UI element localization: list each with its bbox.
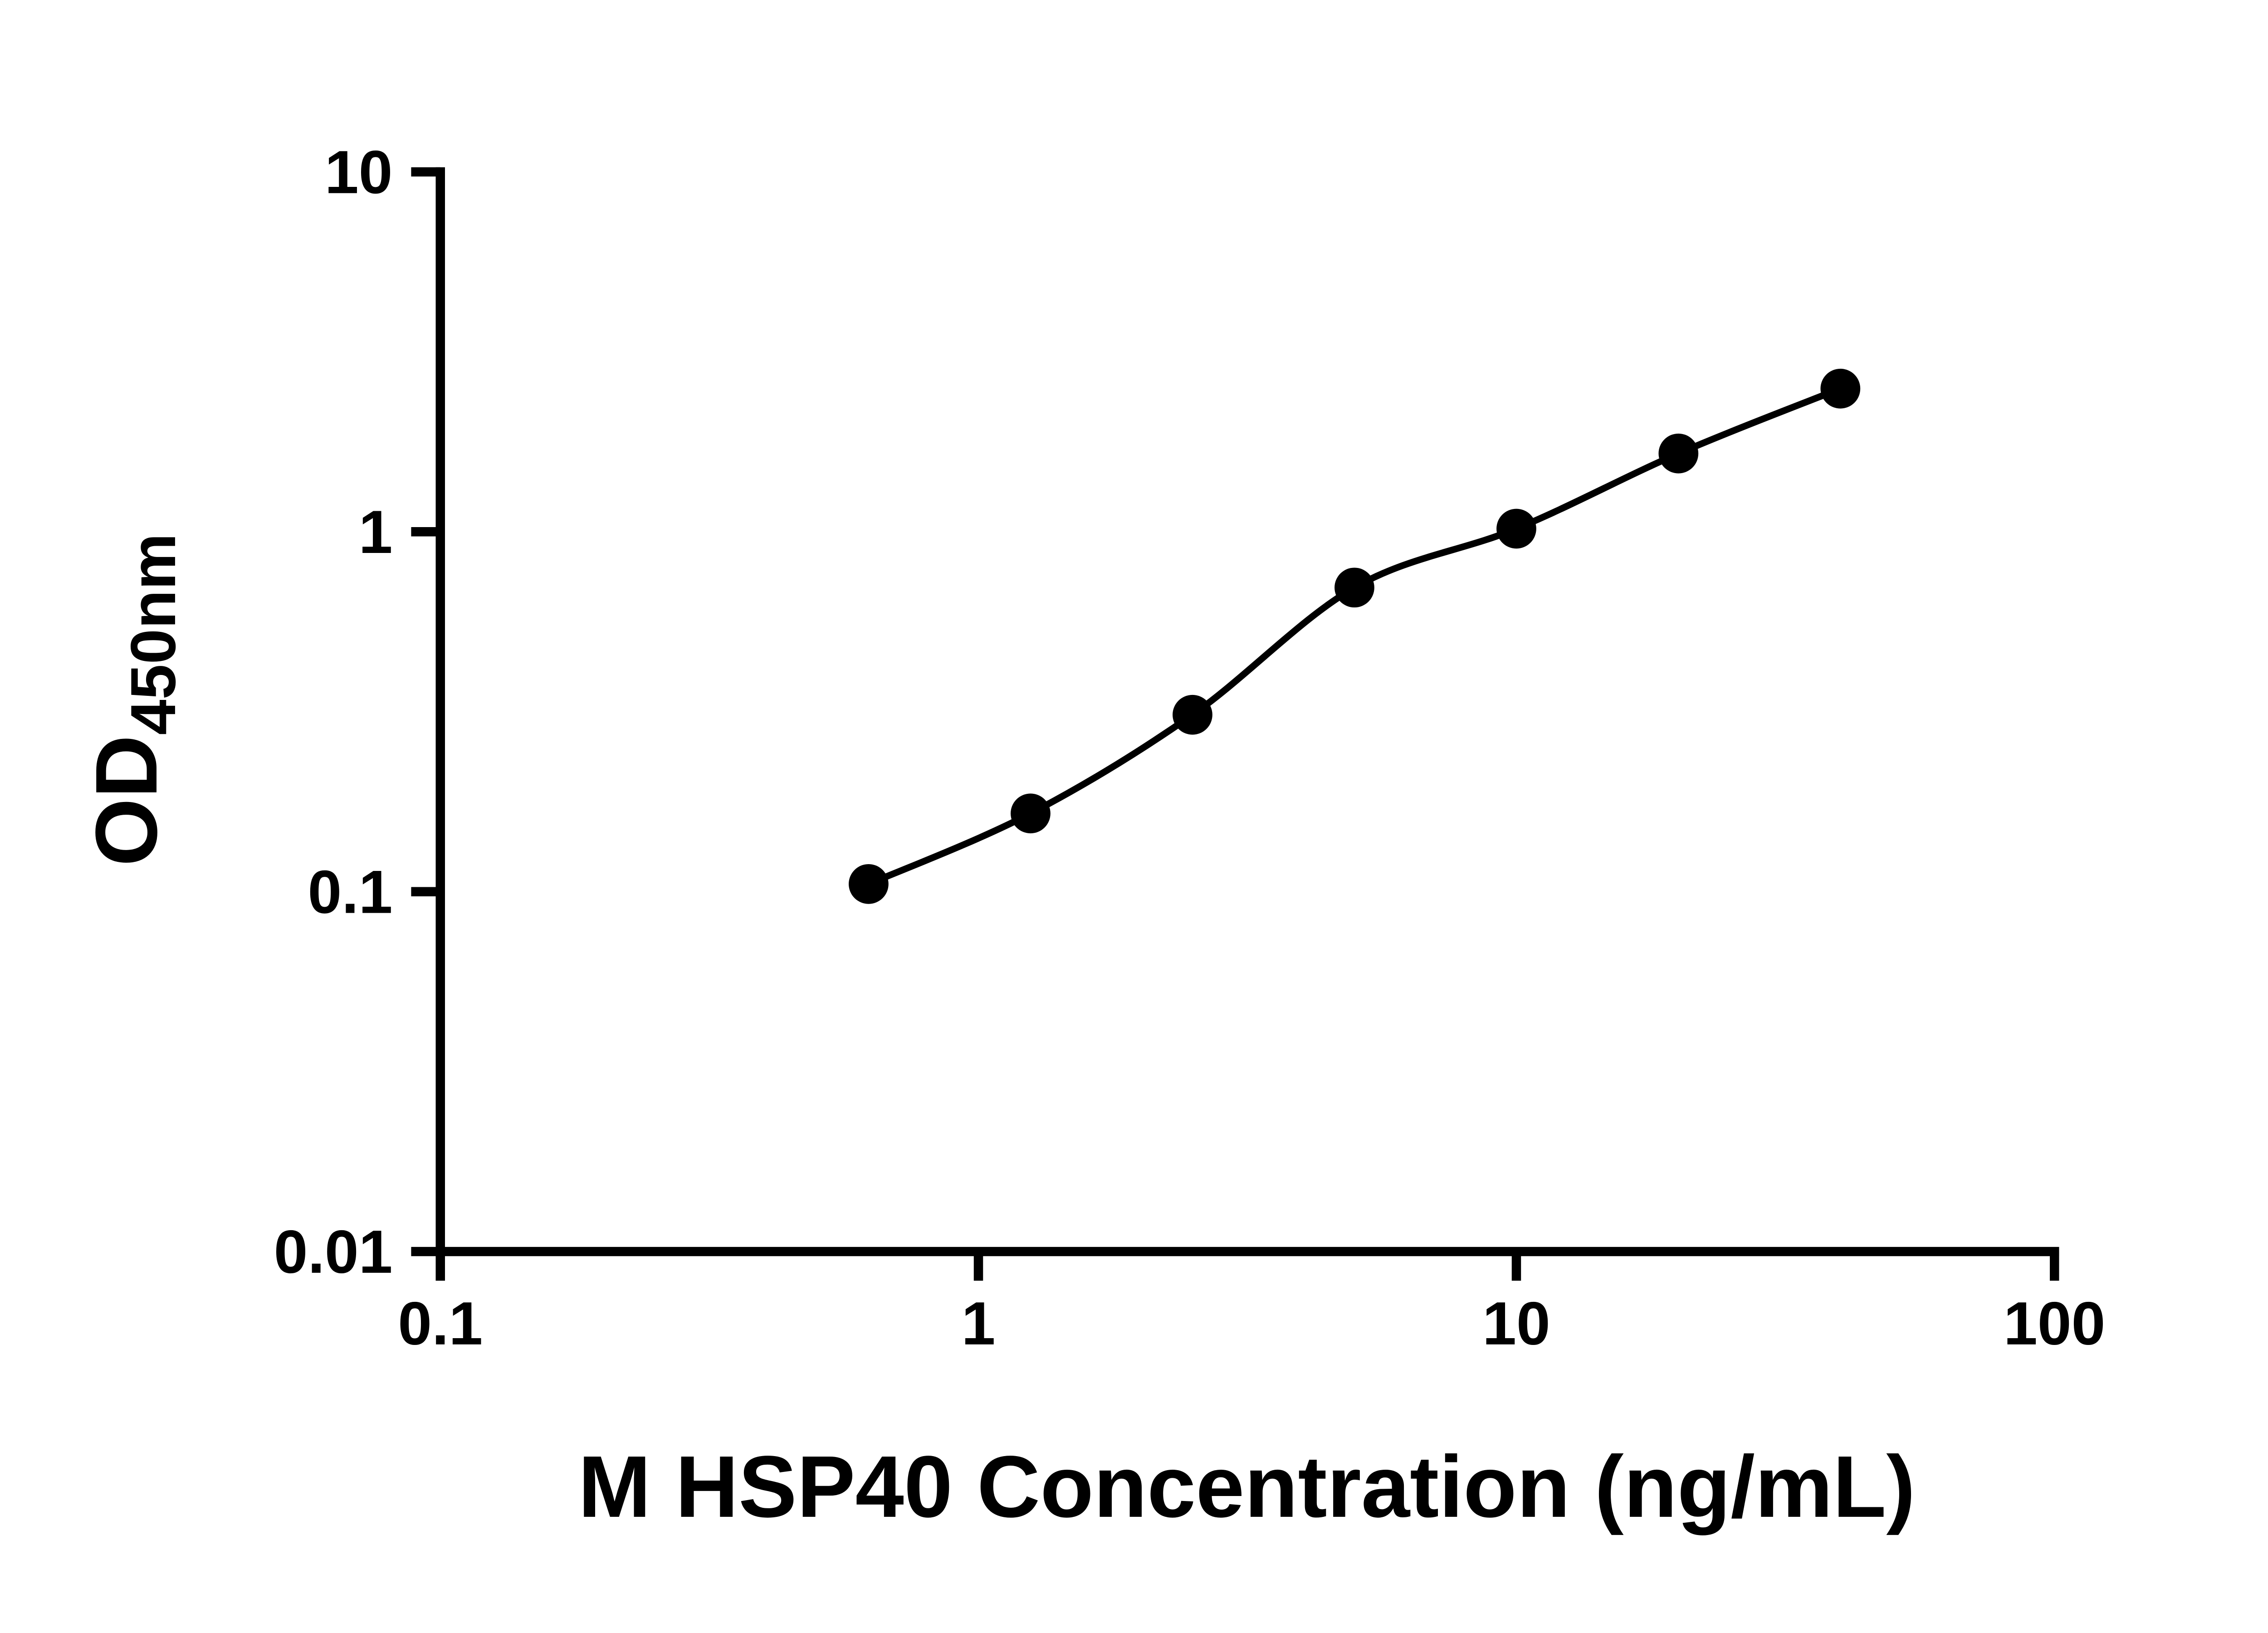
data-point: [1658, 433, 1699, 474]
y-tick-label: 0.1: [308, 858, 393, 926]
data-point: [849, 864, 889, 904]
y-tick-label: 0.01: [274, 1217, 393, 1286]
x-axis-title: M HSP40 Concentration (ng/mL): [578, 1437, 1915, 1535]
x-tick-label: 10: [1482, 1289, 1550, 1358]
y-axis-ticks-group: [411, 167, 440, 1257]
y-tick-label: 1: [359, 498, 393, 566]
data-point: [1011, 793, 1051, 834]
data-point: [1173, 694, 1212, 735]
data-point: [1820, 368, 1861, 409]
axes-group: [435, 167, 2059, 1257]
x-axis-tick-labels-group: 0.1 1 10 100: [398, 1289, 2105, 1358]
y-axis-title-subscript: 450nm: [117, 533, 189, 735]
y-axis-tick-labels-group: 0.01 0.1 1 10: [274, 138, 393, 1286]
y-axis-title: OD450nm: [77, 533, 189, 866]
x-tick-label: 0.1: [398, 1289, 483, 1358]
y-tick-label: 10: [325, 138, 393, 206]
data-point: [1334, 567, 1374, 608]
y-axis-title-base: OD: [77, 735, 175, 866]
x-tick-label: 100: [2004, 1289, 2105, 1358]
x-tick-label: 1: [962, 1289, 996, 1358]
data-points-group: [849, 368, 1861, 904]
data-point: [1496, 508, 1536, 549]
x-axis-ticks-group: [435, 1252, 2059, 1281]
